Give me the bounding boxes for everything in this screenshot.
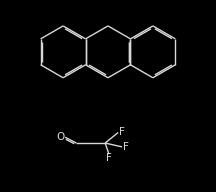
Text: F: F — [123, 142, 129, 152]
Text: F: F — [106, 153, 112, 163]
Text: O: O — [57, 132, 65, 142]
Text: F: F — [119, 127, 125, 137]
